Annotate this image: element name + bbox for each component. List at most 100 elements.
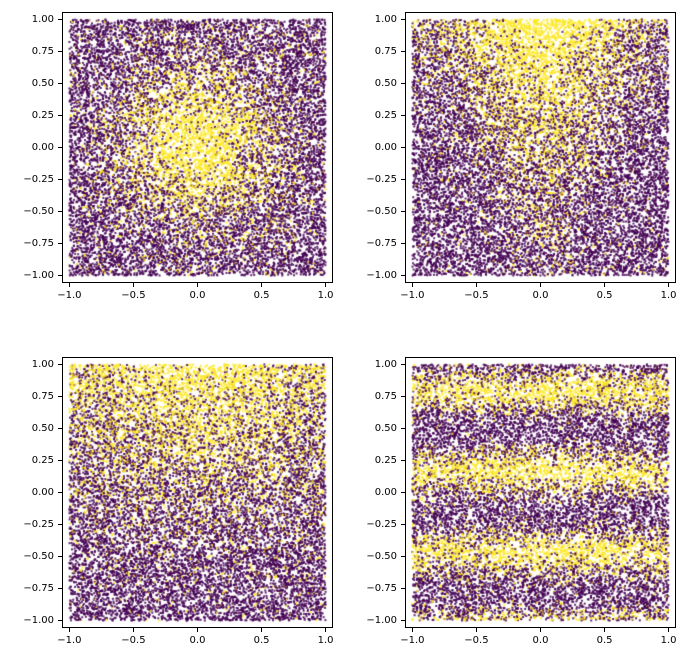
subplot-bottom-left xyxy=(62,357,333,628)
y-tick-mark xyxy=(58,428,62,429)
y-tick-label: 0.25 xyxy=(349,454,397,467)
y-tick-mark xyxy=(58,51,62,52)
y-tick-label: −0.50 xyxy=(349,205,397,218)
y-tick-label: 1.00 xyxy=(6,13,54,26)
y-tick-label: 0.25 xyxy=(6,454,54,467)
y-tick-label: 1.00 xyxy=(349,13,397,26)
x-tick-mark xyxy=(261,283,262,287)
y-tick-label: 0.25 xyxy=(349,109,397,122)
y-tick-mark xyxy=(58,115,62,116)
x-tick-mark xyxy=(412,283,413,287)
y-tick-mark xyxy=(58,147,62,148)
y-tick-mark xyxy=(58,396,62,397)
y-tick-label: 0.25 xyxy=(6,109,54,122)
y-tick-mark xyxy=(401,19,405,20)
x-tick-mark xyxy=(69,628,70,632)
x-tick-label: −1.0 xyxy=(388,634,436,647)
x-tick-label: −1.0 xyxy=(45,289,93,302)
x-tick-mark xyxy=(69,283,70,287)
y-tick-label: 0.00 xyxy=(6,486,54,499)
x-tick-label: −0.5 xyxy=(452,289,500,302)
y-tick-label: 0.75 xyxy=(6,390,54,403)
x-tick-mark xyxy=(325,628,326,632)
x-tick-label: 0.5 xyxy=(581,289,629,302)
y-tick-label: −0.50 xyxy=(6,205,54,218)
y-tick-mark xyxy=(58,364,62,365)
y-tick-label: −0.75 xyxy=(6,582,54,595)
x-tick-mark xyxy=(261,628,262,632)
y-tick-label: −0.50 xyxy=(349,550,397,563)
y-tick-mark xyxy=(401,364,405,365)
scatter-canvas-bottom-left xyxy=(63,358,332,627)
y-tick-label: −0.25 xyxy=(349,518,397,531)
scatter-canvas-bottom-right xyxy=(406,358,675,627)
x-tick-mark xyxy=(604,628,605,632)
y-tick-mark xyxy=(401,275,405,276)
x-tick-mark xyxy=(540,283,541,287)
y-tick-mark xyxy=(401,211,405,212)
y-tick-label: −0.25 xyxy=(6,173,54,186)
x-tick-label: 0.0 xyxy=(517,634,565,647)
x-tick-label: 1.0 xyxy=(645,289,692,302)
y-tick-label: 0.75 xyxy=(349,45,397,58)
x-tick-mark xyxy=(540,628,541,632)
y-tick-mark xyxy=(401,492,405,493)
x-tick-label: −0.5 xyxy=(452,634,500,647)
y-tick-mark xyxy=(401,524,405,525)
x-tick-label: 0.5 xyxy=(238,634,286,647)
x-tick-label: 1.0 xyxy=(302,634,350,647)
y-tick-mark xyxy=(401,428,405,429)
x-tick-mark xyxy=(668,628,669,632)
y-tick-label: −0.50 xyxy=(6,550,54,563)
y-tick-mark xyxy=(58,83,62,84)
y-tick-label: 0.50 xyxy=(6,422,54,435)
x-tick-label: 0.5 xyxy=(238,289,286,302)
x-tick-label: −1.0 xyxy=(388,289,436,302)
x-tick-label: 1.0 xyxy=(302,289,350,302)
figure: 1.000.750.500.250.00−0.25−0.50−0.75−1.00… xyxy=(0,0,692,659)
y-tick-mark xyxy=(58,524,62,525)
y-tick-label: −0.75 xyxy=(349,237,397,250)
y-tick-mark xyxy=(58,179,62,180)
y-tick-mark xyxy=(401,396,405,397)
x-tick-mark xyxy=(325,283,326,287)
x-tick-label: 0.0 xyxy=(174,634,222,647)
x-tick-label: −1.0 xyxy=(45,634,93,647)
x-tick-label: −0.5 xyxy=(109,289,157,302)
y-tick-label: −1.00 xyxy=(349,269,397,282)
y-tick-mark xyxy=(58,492,62,493)
y-tick-label: −0.75 xyxy=(349,582,397,595)
y-tick-mark xyxy=(401,179,405,180)
x-tick-mark xyxy=(133,628,134,632)
y-tick-label: −1.00 xyxy=(6,614,54,627)
y-tick-mark xyxy=(58,556,62,557)
y-tick-label: −0.75 xyxy=(6,237,54,250)
x-tick-label: 0.0 xyxy=(174,289,222,302)
x-tick-label: 1.0 xyxy=(645,634,692,647)
y-tick-mark xyxy=(58,19,62,20)
x-tick-mark xyxy=(476,283,477,287)
y-tick-label: 1.00 xyxy=(6,358,54,371)
y-tick-label: 0.50 xyxy=(6,77,54,90)
scatter-canvas-top-left xyxy=(63,13,332,282)
y-tick-mark xyxy=(401,83,405,84)
y-tick-mark xyxy=(401,620,405,621)
y-tick-label: 0.00 xyxy=(349,141,397,154)
x-tick-mark xyxy=(412,628,413,632)
x-tick-label: 0.5 xyxy=(581,634,629,647)
y-tick-mark xyxy=(58,588,62,589)
y-tick-mark xyxy=(401,460,405,461)
y-tick-mark xyxy=(58,620,62,621)
y-tick-label: 0.00 xyxy=(349,486,397,499)
y-tick-mark xyxy=(58,211,62,212)
y-tick-label: −1.00 xyxy=(349,614,397,627)
y-tick-mark xyxy=(401,243,405,244)
x-tick-label: −0.5 xyxy=(109,634,157,647)
y-tick-mark xyxy=(58,275,62,276)
y-tick-mark xyxy=(401,556,405,557)
x-tick-label: 0.0 xyxy=(517,289,565,302)
y-tick-label: −0.25 xyxy=(349,173,397,186)
y-tick-label: 0.75 xyxy=(6,45,54,58)
y-tick-label: −0.25 xyxy=(6,518,54,531)
x-tick-mark xyxy=(197,283,198,287)
